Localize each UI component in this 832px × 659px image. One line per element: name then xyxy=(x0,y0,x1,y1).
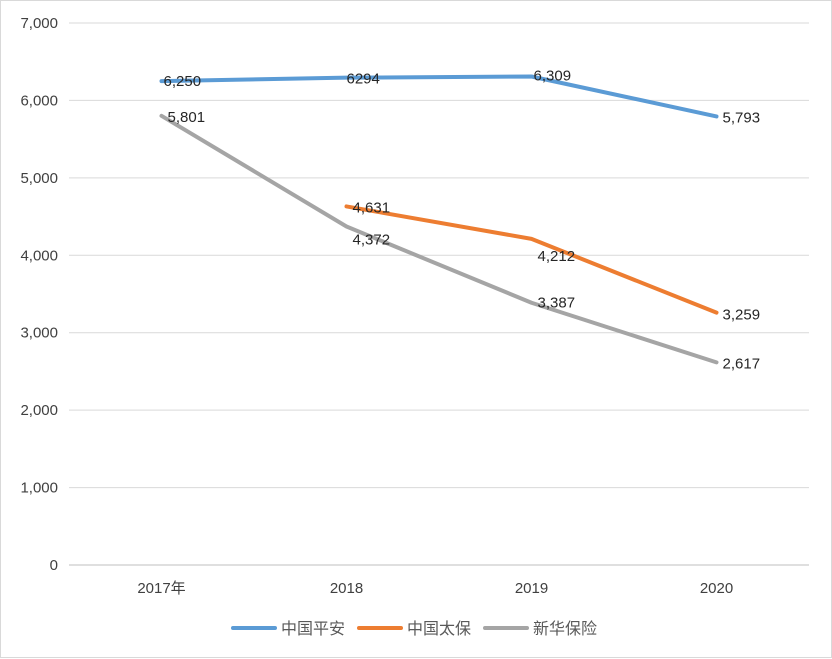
y-tick-label: 3,000 xyxy=(20,325,58,342)
legend-item-1: 中国平安 xyxy=(233,620,345,638)
data-label: 5,801 xyxy=(168,109,206,126)
data-label: 3,387 xyxy=(538,295,576,312)
data-label: 4,212 xyxy=(538,248,576,265)
y-tick-label: 7,000 xyxy=(20,15,58,32)
legend-item-2: 中国太保 xyxy=(359,620,471,638)
x-axis-labels: 2017年 2018 2019 2020 xyxy=(137,580,733,597)
y-tick-label: 1,000 xyxy=(20,480,58,497)
data-label: 6,250 xyxy=(164,73,202,90)
data-labels: 6,250 6294 6,309 5,793 4,631 4,212 3,259 5,801 4… xyxy=(164,68,761,373)
legend-item-3: 新华保险 xyxy=(485,620,597,638)
legend-label: 中国平安 xyxy=(281,620,345,638)
y-tick-label: 4,000 xyxy=(20,247,58,264)
y-tick-label: 5,000 xyxy=(20,170,58,187)
series-line-2 xyxy=(347,206,717,312)
data-label: 5,793 xyxy=(723,109,761,126)
data-label: 2,617 xyxy=(723,355,761,372)
x-tick-label: 2018 xyxy=(330,580,363,597)
series-line-3 xyxy=(162,116,717,363)
x-tick-label: 2017年 xyxy=(137,580,185,597)
y-tick-label: 0 xyxy=(50,557,58,574)
data-label: 6294 xyxy=(347,71,380,88)
x-tick-label: 2020 xyxy=(700,580,733,597)
legend: 中国平安 中国太保 新华保险 xyxy=(233,620,597,638)
data-label: 4,372 xyxy=(353,231,391,248)
legend-label: 中国太保 xyxy=(407,620,471,638)
y-axis-labels: 0 1,000 2,000 3,000 4,000 5,000 6,000 7,000 xyxy=(20,15,58,574)
data-label: 4,631 xyxy=(353,199,391,216)
y-tick-label: 6,000 xyxy=(20,92,58,109)
y-tick-label: 2,000 xyxy=(20,402,58,419)
data-label: 6,309 xyxy=(534,68,572,85)
series-line-1 xyxy=(162,77,717,117)
x-tick-label: 2019 xyxy=(515,580,548,597)
data-label: 3,259 xyxy=(723,307,761,324)
series-lines xyxy=(161,76,716,362)
legend-label: 新华保险 xyxy=(533,620,597,638)
gridlines xyxy=(69,23,809,565)
